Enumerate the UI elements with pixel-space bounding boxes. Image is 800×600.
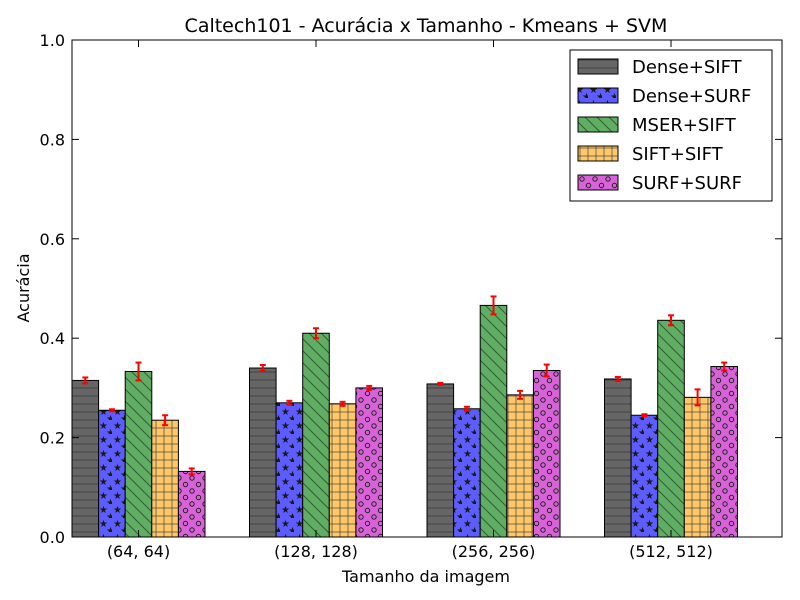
y-axis-label: Acurácia xyxy=(14,253,33,322)
x-tick-label: (64, 64) xyxy=(107,542,170,561)
bar-hatch xyxy=(426,383,455,538)
bar-hatch xyxy=(151,419,179,538)
bar-hatch xyxy=(275,402,304,538)
error-bars-layer xyxy=(82,295,728,476)
legend: Dense+SIFT Dense+SURF MSER+SIFT SIFT+SIFT SU… xyxy=(569,49,773,202)
bar-hatch xyxy=(506,394,534,538)
chart-title: Caltech101 - Acurácia x Tamanho - Kmeans… xyxy=(185,15,668,37)
legend-item: SURF+SURF xyxy=(577,173,742,194)
bar-hatch xyxy=(249,367,277,538)
error-bar xyxy=(517,389,524,400)
bar-hatch xyxy=(479,304,508,538)
error-bar xyxy=(313,327,319,340)
legend-item: SIFT+SIFT xyxy=(577,144,724,165)
y-tick-label: 0.8 xyxy=(40,130,65,149)
error-bar xyxy=(108,408,115,413)
axes: 0.0 0.2 0.4 0.6 0.8 1.0 (64, 64) (128, 128) (256… xyxy=(40,31,783,561)
legend-item: Dense+SIFT xyxy=(577,57,743,78)
error-bar xyxy=(135,361,142,382)
bar-hatch xyxy=(657,319,685,538)
legend-label: Dense+SIFT xyxy=(632,57,743,78)
bars-layer xyxy=(71,304,739,538)
bar-hatch xyxy=(71,379,100,538)
bar-hatch xyxy=(177,470,206,538)
x-axis-label: Tamanho da imagem xyxy=(341,567,510,586)
legend-swatch-hatch xyxy=(577,87,619,104)
legend-label: Dense+SURF xyxy=(632,86,751,107)
bar-hatch xyxy=(683,396,712,538)
legend-label: SURF+SURF xyxy=(632,173,742,194)
y-tick-label: 0.6 xyxy=(40,230,65,249)
error-bar xyxy=(694,388,701,407)
error-bar xyxy=(339,400,346,407)
plot-frame xyxy=(71,39,783,538)
legend-swatch-hatch xyxy=(577,58,619,75)
bar-hatch xyxy=(302,332,330,538)
x-tick-label: (512, 512) xyxy=(629,542,713,561)
bar-hatch xyxy=(124,370,153,538)
legend-swatch-hatch xyxy=(577,116,619,133)
error-bar xyxy=(366,384,373,391)
legend-item: MSER+SIFT xyxy=(577,115,737,136)
bar-hatch xyxy=(604,378,632,538)
y-tick-label: 1.0 xyxy=(40,31,65,50)
x-tick-label: (128, 128) xyxy=(274,542,358,561)
bar-hatch xyxy=(532,370,561,538)
error-bar xyxy=(490,295,497,316)
error-bar xyxy=(437,381,444,386)
bar-hatch xyxy=(710,366,739,538)
error-bar xyxy=(543,363,550,378)
error-bar xyxy=(641,413,648,418)
error-bar xyxy=(259,364,266,373)
y-tick-label: 0.2 xyxy=(40,429,65,448)
error-bar xyxy=(463,405,470,412)
y-tick-label: 0.0 xyxy=(40,528,65,547)
error-bar xyxy=(82,376,89,385)
bar-hatch xyxy=(453,408,481,538)
error-bar xyxy=(614,375,621,382)
bar-hatch xyxy=(328,403,357,538)
legend-swatch-hatch xyxy=(577,145,619,162)
error-bar xyxy=(188,467,195,476)
bar-hatch xyxy=(98,409,126,538)
bar-hatch xyxy=(630,414,659,538)
error-bar xyxy=(286,399,293,406)
legend-swatch-hatch xyxy=(577,174,619,191)
error-bar xyxy=(162,414,169,427)
error-bar xyxy=(721,361,728,372)
legend-label: MSER+SIFT xyxy=(632,115,737,136)
x-tick-label: (256, 256) xyxy=(452,542,536,561)
legend-label: SIFT+SIFT xyxy=(632,144,724,165)
y-tick-label: 0.4 xyxy=(40,329,65,348)
error-bar xyxy=(668,314,674,327)
bar-hatch xyxy=(355,387,383,538)
legend-item: Dense+SURF xyxy=(577,86,751,107)
